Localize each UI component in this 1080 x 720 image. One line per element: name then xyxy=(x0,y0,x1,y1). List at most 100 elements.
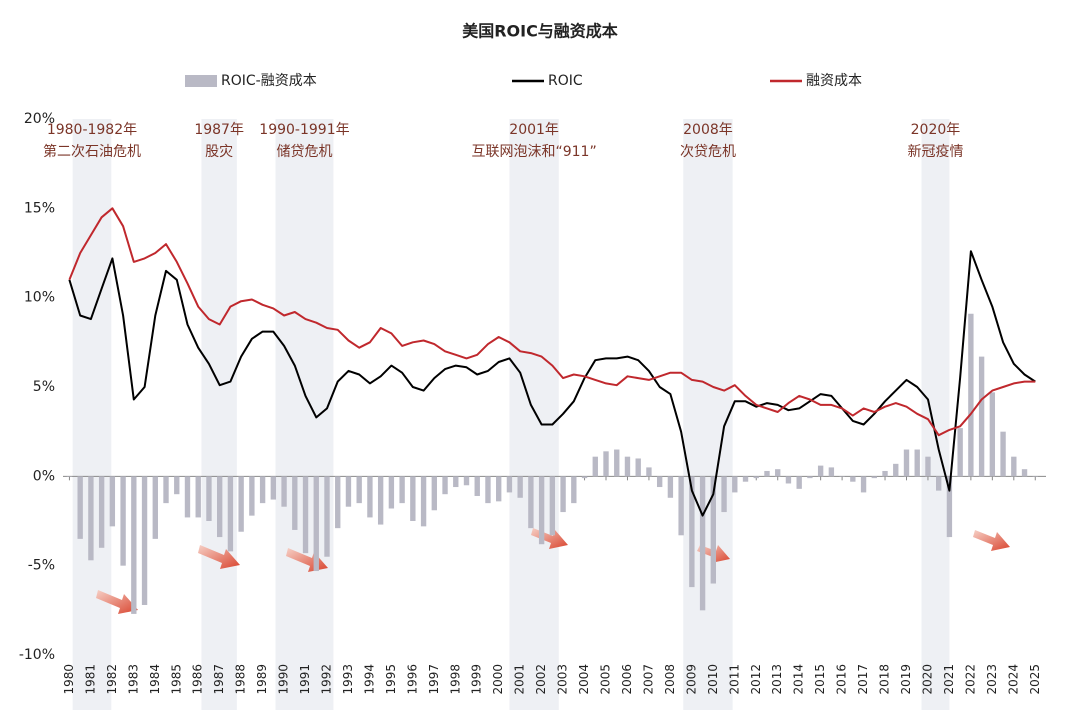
bar xyxy=(828,467,835,477)
bar xyxy=(614,449,620,477)
x-tick-label: 1991 xyxy=(298,664,312,695)
bar xyxy=(893,463,899,477)
legend-label: ROIC xyxy=(548,73,583,89)
bar xyxy=(216,476,223,538)
bar xyxy=(581,476,588,479)
bar xyxy=(839,476,845,477)
x-tick-label: 1995 xyxy=(384,664,398,695)
bar xyxy=(431,476,437,511)
bar xyxy=(163,476,169,504)
bar xyxy=(850,476,856,482)
bar xyxy=(946,476,953,538)
bar xyxy=(324,476,330,557)
bar xyxy=(98,476,105,548)
bar xyxy=(689,476,695,588)
bar xyxy=(227,476,234,552)
y-tick-label: -5% xyxy=(28,558,55,574)
bar xyxy=(732,476,738,493)
x-tick-label: 1988 xyxy=(234,664,248,695)
bar xyxy=(678,476,684,536)
x-tick-label: 2024 xyxy=(1006,664,1020,695)
annotation: 1987年 xyxy=(194,122,244,138)
bar xyxy=(313,476,319,572)
bar xyxy=(764,470,770,477)
bar xyxy=(936,476,942,491)
x-tick-label: 1997 xyxy=(427,664,441,695)
y-tick-label: -10% xyxy=(19,647,55,663)
bar xyxy=(496,476,502,502)
annotation: 次贷危机 xyxy=(680,144,736,160)
chart-title: 美国ROIC与融资成本 xyxy=(462,22,618,41)
bar xyxy=(914,449,920,477)
bar xyxy=(302,476,309,554)
x-tick-label: 2008 xyxy=(663,664,677,695)
annotation: 储贷危机 xyxy=(276,144,332,160)
legend-label: 融资成本 xyxy=(806,73,862,89)
x-tick-label: 2010 xyxy=(706,664,720,695)
bar xyxy=(592,456,598,477)
bar xyxy=(141,476,148,605)
x-tick-label: 1993 xyxy=(341,664,355,695)
y-tick-label: 10% xyxy=(24,290,55,306)
bar xyxy=(560,476,566,513)
bar xyxy=(699,476,706,611)
bar xyxy=(785,476,792,484)
x-tick-label: 2025 xyxy=(1028,664,1042,695)
x-tick-label: 2001 xyxy=(513,664,527,695)
x-tick-label: 1986 xyxy=(191,664,205,695)
bar xyxy=(367,476,373,518)
bar xyxy=(184,476,191,518)
bar xyxy=(292,476,298,530)
bar xyxy=(978,356,985,477)
event-band xyxy=(921,119,950,710)
x-tick-label: 2020 xyxy=(920,664,934,695)
bar xyxy=(517,476,523,498)
bar xyxy=(206,476,212,521)
bar xyxy=(474,476,480,496)
line xyxy=(68,250,1036,517)
bar xyxy=(506,476,513,493)
bar xyxy=(667,476,674,498)
x-tick-label: 2013 xyxy=(770,664,784,695)
x-tick-label: 1984 xyxy=(148,664,162,695)
bar xyxy=(925,456,931,477)
event-band xyxy=(72,119,112,710)
x-tick-label: 2005 xyxy=(599,664,613,695)
y-tick-label: 5% xyxy=(33,379,55,395)
x-tick-label: 1994 xyxy=(362,664,376,695)
line xyxy=(68,207,1036,437)
annotation: 互联网泡沫和“911” xyxy=(471,144,596,160)
y-tick-label: 0% xyxy=(33,468,55,484)
bar xyxy=(120,476,126,566)
x-tick-label: 2016 xyxy=(835,664,849,695)
bar xyxy=(1011,456,1017,477)
bar xyxy=(903,449,910,477)
bar xyxy=(249,476,255,516)
x-tick-label: 2000 xyxy=(491,664,505,695)
bar xyxy=(152,476,158,539)
bar xyxy=(1000,431,1006,477)
x-tick-label: 2017 xyxy=(856,664,870,695)
event-band xyxy=(683,119,733,710)
bar xyxy=(270,476,277,500)
bar xyxy=(485,476,491,504)
x-tick-label: 2021 xyxy=(942,664,956,695)
x-tick-label: 2014 xyxy=(792,664,806,695)
bands xyxy=(72,119,950,710)
bar xyxy=(882,470,888,477)
x-tick-label: 1981 xyxy=(83,664,97,695)
bar xyxy=(624,456,631,477)
bar xyxy=(646,467,652,477)
x-tick-label: 2002 xyxy=(534,664,548,695)
legend-label: ROIC-融资成本 xyxy=(221,73,317,89)
bar xyxy=(335,476,341,529)
bar xyxy=(571,476,577,504)
annotation: 2020年 xyxy=(911,122,961,138)
annotation: 新冠疫情 xyxy=(907,144,963,160)
bar xyxy=(989,392,996,477)
bar xyxy=(656,476,663,488)
x-tick-label: 2015 xyxy=(813,664,827,695)
bar xyxy=(549,476,556,536)
event-band xyxy=(201,119,237,710)
